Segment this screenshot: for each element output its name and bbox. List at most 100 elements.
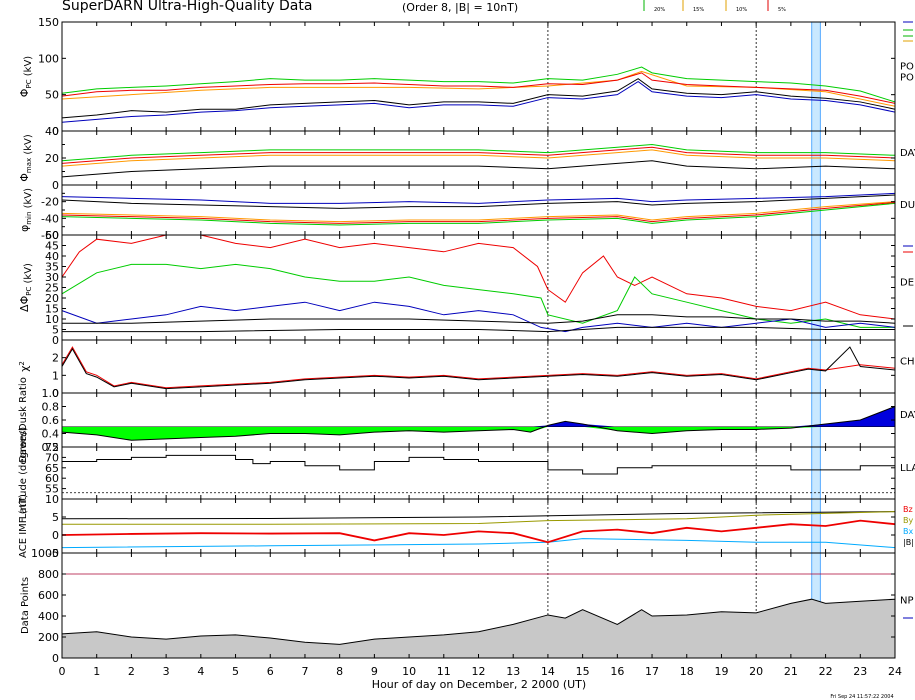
series-imf-bx [61,538,896,549]
y-tick-label: -60 [41,229,59,242]
x-tick-label: 22 [819,665,833,678]
series-max-black-3 [61,160,896,178]
right-label: CH [900,357,915,368]
y-tick-label: 60 [45,472,59,485]
series-lat-black-0 [62,454,896,475]
y-tick-label: 800 [38,568,59,581]
right-label: DAY [900,148,915,159]
series-max-orange-1 [61,149,896,167]
x-tick-label: 16 [610,665,624,678]
imf-right-label: |B| [903,538,914,547]
x-tick-label: 7 [301,665,308,678]
y-tick-label: 50 [45,229,59,242]
y-tick-label: 100 [38,52,59,65]
legend-label-10: 10% [736,7,747,13]
x-tick-label: 15 [576,665,590,678]
y-axis-label-part: ΔΦ [18,295,31,312]
right-label: PO [900,62,914,73]
panel-frame [61,339,896,394]
x-tick-label: 8 [336,665,343,678]
y-axis-label: ΔΦPC (kV) [18,263,34,312]
x-tick-label: 1 [93,665,100,678]
y-tick-label: 20 [45,152,59,165]
series-pc-red-2 [61,72,896,104]
series-pc-blue-4 [61,80,896,123]
y-tick-label: 0.8 [42,401,60,414]
x-tick-label: 23 [853,665,867,678]
y-tick-label: 1 [52,369,59,382]
y-tick-label: 45 [45,240,59,253]
panel-frame [61,234,896,341]
ratio-fill-above [62,406,895,427]
ratio-fill-below [62,426,895,441]
panel-max: 0 20 40 Φmax (kV) DAY [18,125,915,192]
x-tick-label: 3 [163,665,170,678]
series-min-green-0 [61,202,896,226]
x-tick-label: 11 [437,665,451,678]
series-dphi-green-1 [61,263,895,328]
imf-right-label: By [903,516,913,525]
y-tick-label: 30 [45,271,59,284]
y-axis-label-part: max [25,158,33,173]
series-fill-np [62,599,895,658]
series-min-orange-1 [61,201,896,223]
y-tick-label: 150 [38,16,59,29]
y-tick-label: 200 [38,631,59,644]
highlight-band [811,393,821,447]
y-axis-label-part: Φ [18,173,31,182]
y-axis-label: ΦPC (kV) [18,56,34,97]
x-tick-label: 14 [541,665,555,678]
panel-frame [61,446,896,500]
series-dphi-black-4 [62,326,895,333]
panel-frame [61,184,896,236]
y-tick-label: 20 [45,292,59,305]
y-tick-label: 55 [45,483,59,496]
right-label: NP [900,596,914,607]
chart-header: SuperDARN Ultra-High-Quality Data (Order… [62,0,913,619]
y-tick-label: 0 [52,334,59,347]
x-axis-label: Hour of day on December, 2 2000 (UT) [372,678,586,691]
y-axis-label-part: PC [25,287,33,296]
y-axis-label-part: (kV) [23,134,34,158]
y-axis-label-part: φ [18,225,31,232]
x-tick-label: 21 [784,665,798,678]
panel-frame [61,21,896,132]
panel-imf: -5 0 5 10 ACE IMF (nT) Bz By Bx |B| [18,493,914,560]
timestamp: Fri Sep 24 11:57:22 2004 [830,694,893,700]
x-tick-label: 12 [472,665,486,678]
y-axis-label-part: PC [25,79,33,88]
series-ratio-black-0 [61,406,896,441]
y-tick-label: 0 [52,529,59,542]
x-tick-label: 18 [680,665,694,678]
y-tick-label: 5 [52,324,59,337]
highlight-band [811,235,821,340]
y-tick-label: 25 [45,282,59,295]
y-axis-label-part: min [25,212,33,225]
series-pc-black-3 [61,78,896,119]
imf-right-label: Bx [903,527,913,536]
legend-label-5: 5% [778,7,786,13]
y-axis-label-part: χ [18,365,31,372]
x-tick-label: 13 [506,665,520,678]
x-tick-label: 20 [749,665,763,678]
series-dphi-black-3 [62,314,896,324]
highlight-band [811,447,821,499]
y-tick-label: 1.0 [42,387,60,400]
y-tick-label: 0.2 [42,441,60,454]
y-axis-label: Dawn/Dusk Ratio [18,377,29,463]
y-axis-label: φmin (kV) [18,188,34,232]
y-tick-label: 40 [45,250,59,263]
legend-label-15: 15% [693,7,704,13]
y-tick-label: -20 [41,196,59,209]
y-tick-label: 0 [52,652,59,665]
series-min-blue-4 [61,192,896,204]
percentile-legend: 20% 15% 10% 5% [643,0,786,13]
y-axis-label-part: (kV) [23,56,34,80]
chart-subtitle: (Order 8, |B| = 10nT) [402,1,518,14]
series-min-black-3 [61,194,896,209]
x-tick-label: 2 [128,665,135,678]
series-pc-green-0 [61,66,896,103]
